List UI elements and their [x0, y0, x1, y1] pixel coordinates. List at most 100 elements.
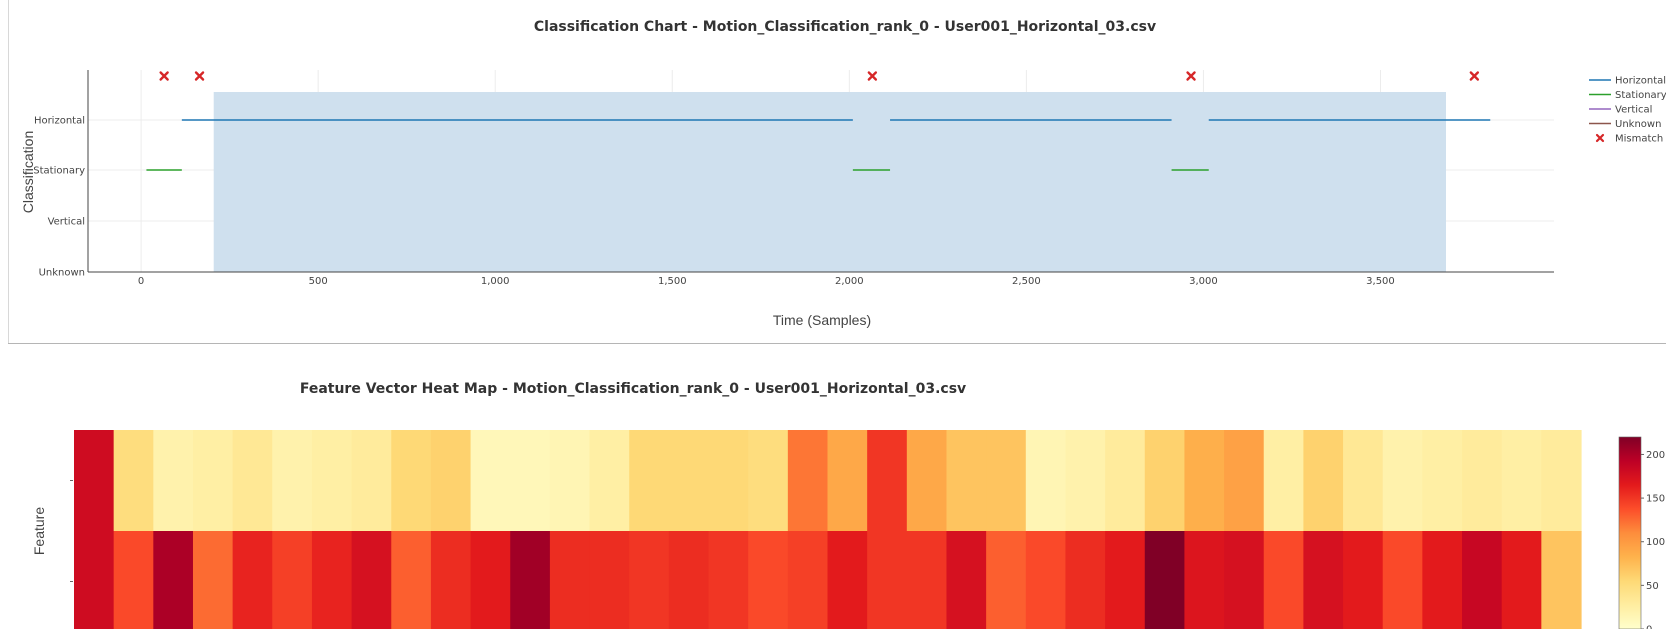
heatmap-cell[interactable]: [153, 430, 194, 532]
heatmap-cell[interactable]: [1184, 531, 1225, 629]
classification-series[interactable]: [146, 119, 1491, 171]
heatmap-cell[interactable]: [986, 430, 1027, 532]
heatmap-cell[interactable]: [906, 430, 948, 532]
heatmap-cell[interactable]: [1343, 430, 1384, 532]
classification-chart[interactable]: Classification Chart - Motion_Classifica…: [0, 0, 1666, 343]
y-tick-label: Stationary: [33, 166, 85, 177]
heatmap-cell[interactable]: [1025, 430, 1067, 532]
mismatch-marker[interactable]: [1186, 71, 1196, 81]
heatmap-cell[interactable]: [470, 430, 511, 532]
legend-item-horizontal[interactable]: Horizontal: [1589, 76, 1666, 87]
heatmap-cell[interactable]: [74, 430, 115, 532]
heatmap-cell[interactable]: [668, 430, 710, 532]
heatmap-cell[interactable]: [1303, 430, 1344, 532]
heatmap-cell[interactable]: [1462, 531, 1503, 629]
heatmap-cell[interactable]: [906, 531, 948, 629]
heatmap-cell[interactable]: [272, 430, 313, 532]
legend-item-mismatch[interactable]: Mismatch: [1595, 134, 1663, 145]
heatmap-cell[interactable]: [1501, 531, 1542, 629]
heatmap-cell[interactable]: [1382, 430, 1423, 532]
heatmap-cell[interactable]: [629, 531, 670, 629]
heatmap-cell[interactable]: [1184, 430, 1225, 532]
heatmap-cell[interactable]: [1224, 531, 1265, 629]
heatmap-cell[interactable]: [946, 531, 987, 629]
heatmap-cell[interactable]: [113, 430, 154, 532]
heatmap-cell[interactable]: [549, 430, 591, 532]
heatmap-cell[interactable]: [629, 430, 670, 532]
legend-item-vertical[interactable]: Vertical: [1589, 105, 1652, 116]
mismatch-marker[interactable]: [159, 71, 169, 81]
heatmap-cell[interactable]: [311, 531, 353, 629]
heatmap-cell[interactable]: [946, 430, 987, 532]
heatmap-cell[interactable]: [589, 531, 630, 629]
legend-item-unknown[interactable]: Unknown: [1589, 119, 1661, 130]
mismatch-marker[interactable]: [194, 71, 205, 81]
heatmap-cell[interactable]: [589, 430, 630, 532]
x-tick-labels: 0 500 1,000 1,500 2,000 2,500 3,000 3,500: [138, 276, 1395, 287]
heatmap-cell[interactable]: [1144, 430, 1186, 532]
heatmap-cell[interactable]: [1422, 531, 1463, 629]
heatmap-cell[interactable]: [1422, 430, 1463, 532]
heatmap-cell[interactable]: [391, 430, 432, 532]
heatmap-cell[interactable]: [153, 531, 194, 629]
heatmap-cell[interactable]: [391, 531, 432, 629]
heatmap-cell[interactable]: [1501, 430, 1542, 532]
heatmap-cell[interactable]: [1303, 531, 1344, 629]
heatmap-cell[interactable]: [708, 430, 749, 532]
heatmap-cell[interactable]: [668, 531, 710, 629]
mismatch-marker[interactable]: [867, 71, 878, 81]
mismatch-marker[interactable]: [1469, 71, 1480, 81]
heatmap-cell[interactable]: [1065, 531, 1106, 629]
heatmap-cell[interactable]: [430, 430, 472, 532]
heatmap-cell[interactable]: [1065, 430, 1106, 532]
heatmap-cell[interactable]: [510, 531, 551, 629]
heatmap-cell[interactable]: [1025, 531, 1067, 629]
heatmap-cell[interactable]: [351, 430, 392, 532]
heatmap-cell[interactable]: [708, 531, 749, 629]
heatmap-cell[interactable]: [748, 430, 789, 532]
heatmap-cell[interactable]: [867, 430, 908, 532]
heatmap-cell[interactable]: [192, 430, 234, 532]
feature-heatmap-chart[interactable]: Feature Vector Heat Map - Motion_Classif…: [0, 344, 1666, 629]
heatmap-cell[interactable]: [1105, 531, 1146, 629]
heatmap-cell[interactable]: [1541, 430, 1582, 532]
heatmap-cell[interactable]: [787, 531, 829, 629]
colorbar-tick-label: 0: [1646, 625, 1652, 629]
heatmap-cell[interactable]: [311, 430, 353, 532]
heatmap-cell[interactable]: [1263, 531, 1304, 629]
heatmap-cell[interactable]: [748, 531, 789, 629]
heatmap-cell[interactable]: [192, 531, 234, 629]
heatmap-cell[interactable]: [1144, 531, 1186, 629]
x-tick-label: 3,500: [1366, 276, 1395, 287]
heatmap-cell[interactable]: [1224, 430, 1265, 532]
heatmap-cell[interactable]: [351, 531, 392, 629]
heatmap-cell[interactable]: [1382, 531, 1423, 629]
heatmap-cell[interactable]: [232, 531, 273, 629]
legend[interactable]: Horizontal Stationary Vertical Unknown Misma…: [1589, 76, 1666, 145]
heatmap-cell[interactable]: [74, 531, 115, 629]
heatmap-cell[interactable]: [867, 531, 908, 629]
legend-item-stationary[interactable]: Stationary: [1589, 90, 1666, 101]
colorbar-tick-label: 200: [1646, 450, 1665, 461]
heatmap-cell[interactable]: [232, 430, 273, 532]
heatmap-cell[interactable]: [272, 531, 313, 629]
heatmap-cell[interactable]: [549, 531, 591, 629]
heatmap-cell[interactable]: [1105, 430, 1146, 532]
heatmap-cells[interactable]: [74, 430, 1582, 629]
heatmap-cell[interactable]: [1263, 430, 1304, 532]
heatmap-cell[interactable]: [1541, 531, 1582, 629]
heatmap-cell[interactable]: [430, 531, 472, 629]
heatmap-cell[interactable]: [827, 531, 868, 629]
heatmap-cell[interactable]: [1462, 430, 1503, 532]
colorbar: [1618, 436, 1642, 629]
heatmap-cell[interactable]: [986, 531, 1027, 629]
heatmap-cell[interactable]: [470, 531, 511, 629]
heatmap-cell[interactable]: [1343, 531, 1384, 629]
heatmap-cell[interactable]: [827, 430, 868, 532]
heatmap-cell[interactable]: [787, 430, 829, 532]
mismatch-markers[interactable]: [159, 71, 1480, 81]
mismatch-x-icon: [159, 71, 169, 81]
heatmap-cell[interactable]: [113, 531, 154, 629]
heatmap-cell[interactable]: [510, 430, 551, 532]
